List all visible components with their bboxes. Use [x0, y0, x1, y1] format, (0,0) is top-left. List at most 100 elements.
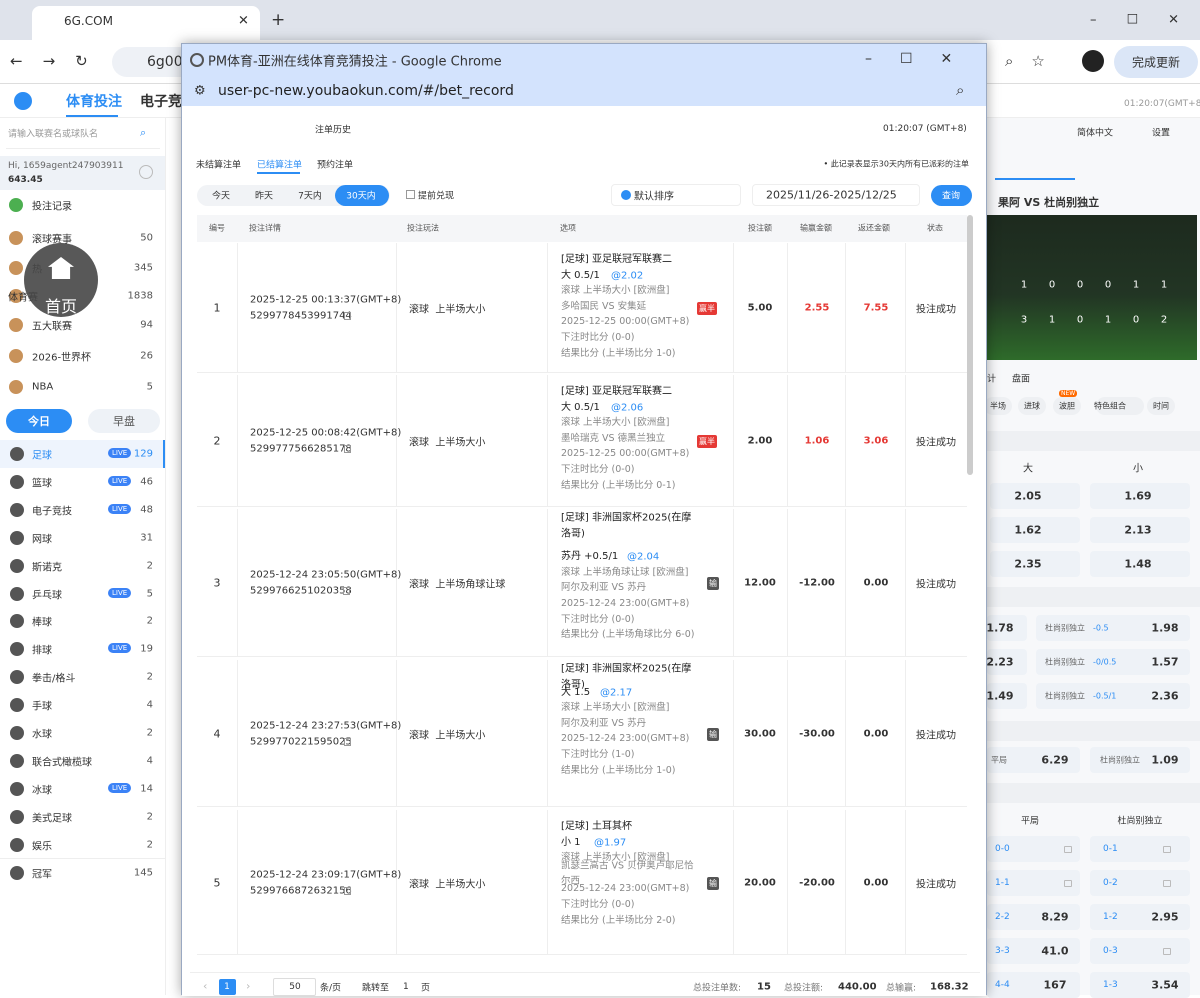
menu-label[interactable]: 滚球赛事	[32, 234, 72, 246]
odds-box[interactable]	[987, 649, 1027, 675]
odds-box[interactable]	[987, 904, 1080, 930]
filter-chip[interactable]	[984, 397, 1012, 415]
sport-label[interactable]: 排球	[32, 645, 52, 657]
sport-label[interactable]: 冰球	[32, 785, 52, 797]
sport-label[interactable]: 电子竞技	[32, 506, 72, 518]
odds-box[interactable]	[1090, 938, 1190, 964]
odds-box[interactable]	[1036, 683, 1190, 709]
odds-box[interactable]	[1090, 836, 1190, 862]
record-tab[interactable]: 已结算注单	[257, 160, 303, 171]
window-controls[interactable]: –☐✕	[1090, 12, 1200, 28]
odds-box[interactable]	[1090, 972, 1190, 998]
checkbox[interactable]	[406, 190, 415, 199]
odds-box[interactable]	[990, 483, 1080, 509]
play: 滚球 上半场角球让球	[409, 579, 506, 591]
search[interactable]	[6, 123, 160, 149]
sport-label[interactable]: 联合式橄榄球	[32, 757, 92, 769]
nav-item[interactable]: 电子竞	[140, 94, 182, 110]
page-current[interactable]	[219, 979, 236, 995]
odds-box[interactable]	[1090, 904, 1190, 930]
date-range[interactable]	[752, 184, 920, 206]
stat-tab[interactable]: 计	[987, 374, 997, 385]
query-button[interactable]	[931, 185, 972, 206]
popup-controls[interactable]: –☐✕	[865, 51, 981, 67]
record-tab[interactable]: 未结算注单	[196, 160, 242, 171]
menu-label[interactable]: 投注记录	[32, 201, 72, 213]
page-prev[interactable]: ‹	[203, 979, 208, 993]
refresh-icon[interactable]	[139, 165, 153, 179]
odds-box[interactable]	[987, 747, 1080, 773]
filter-chip[interactable]	[1096, 397, 1144, 415]
odds-box[interactable]	[1090, 747, 1190, 773]
sport-label[interactable]: 斯诺克	[32, 562, 62, 574]
sport-label[interactable]: 水球	[32, 729, 52, 741]
odds-box[interactable]	[987, 615, 1027, 641]
copy-icon[interactable]	[344, 312, 351, 320]
menu-label[interactable]: 2026-世界杯	[32, 352, 92, 364]
odds-box[interactable]	[1090, 551, 1190, 577]
odds-box[interactable]	[1036, 615, 1190, 641]
odds-box[interactable]	[987, 938, 1080, 964]
toolbar-icons[interactable]: ⌕☆	[1005, 52, 1063, 70]
zoom-icon[interactable]: ⌕	[956, 81, 965, 99]
odds-box[interactable]	[990, 551, 1080, 577]
record-tab[interactable]: 预约注单	[317, 160, 354, 171]
new-tab[interactable]: +	[271, 10, 286, 30]
sport-label[interactable]: 手球	[32, 701, 52, 713]
sport-label[interactable]: 网球	[32, 534, 52, 546]
home-button[interactable]	[24, 243, 98, 317]
sport-label[interactable]: 乒乓球	[32, 590, 62, 601]
option-league: [足球] 亚足联冠军联赛二	[561, 254, 672, 266]
stat-tab[interactable]: 盘面	[1012, 374, 1031, 385]
site-info-icon[interactable]: ⚙	[194, 83, 206, 99]
range-option[interactable]: 30天内	[346, 191, 376, 202]
tab[interactable]	[32, 6, 260, 40]
odds-box[interactable]	[1090, 870, 1190, 896]
filter-chip[interactable]	[1053, 397, 1081, 415]
copy-icon[interactable]	[344, 737, 351, 746]
odds-box[interactable]	[1036, 649, 1190, 675]
avatar[interactable]	[1082, 50, 1104, 72]
lock-icon	[1163, 846, 1171, 853]
copy-icon[interactable]	[343, 587, 350, 595]
sort-select[interactable]	[611, 184, 741, 206]
column-header: 选项	[560, 223, 576, 233]
sport-label[interactable]: 拳击/格斗	[32, 673, 76, 685]
menu-label[interactable]: 五大联赛	[32, 321, 72, 333]
odds-box[interactable]	[1090, 517, 1190, 543]
sport-label[interactable]: 美式足球	[32, 813, 72, 825]
sport-label[interactable]: 篮球	[32, 478, 52, 490]
day-tab[interactable]	[6, 409, 72, 433]
menu-label[interactable]: NBA	[32, 381, 54, 393]
tab-close[interactable]: ✕	[238, 13, 249, 29]
range-active[interactable]	[335, 185, 389, 206]
range-option[interactable]: 今天	[211, 191, 231, 202]
copy-icon[interactable]	[344, 886, 351, 895]
language[interactable]: 简体中文	[1077, 128, 1114, 139]
sport-label[interactable]: 冠军	[32, 869, 52, 880]
odds-box[interactable]	[1090, 483, 1190, 509]
column-divider	[547, 810, 548, 955]
goto-page[interactable]: 1	[403, 982, 409, 992]
settings[interactable]: 设置	[1152, 128, 1171, 139]
search-icon[interactable]: ⌕	[140, 126, 147, 139]
column-divider	[547, 243, 548, 373]
menu-label[interactable]: 体育赛	[8, 292, 38, 304]
sport-label[interactable]: 娱乐	[32, 841, 52, 853]
update-button[interactable]	[1114, 46, 1198, 78]
day-tab-label: 早盘	[113, 415, 135, 428]
filter-chip[interactable]	[1018, 397, 1046, 415]
odds-box[interactable]	[987, 972, 1080, 998]
odds-box[interactable]	[990, 517, 1080, 543]
range-option[interactable]: 昨天	[254, 191, 274, 202]
range-option[interactable]: 7天内	[298, 191, 322, 202]
sport-label[interactable]: 足球	[32, 450, 52, 462]
filter-chip[interactable]	[1147, 397, 1175, 415]
day-tab[interactable]	[88, 409, 160, 433]
nav-buttons[interactable]: ←→↻	[10, 52, 108, 70]
copy-icon[interactable]	[344, 445, 351, 453]
page-next[interactable]: ›	[246, 979, 251, 993]
nav-item[interactable]: 体育投注	[66, 94, 122, 110]
sport-label[interactable]: 棒球	[32, 617, 52, 629]
odds-box[interactable]	[987, 683, 1027, 709]
